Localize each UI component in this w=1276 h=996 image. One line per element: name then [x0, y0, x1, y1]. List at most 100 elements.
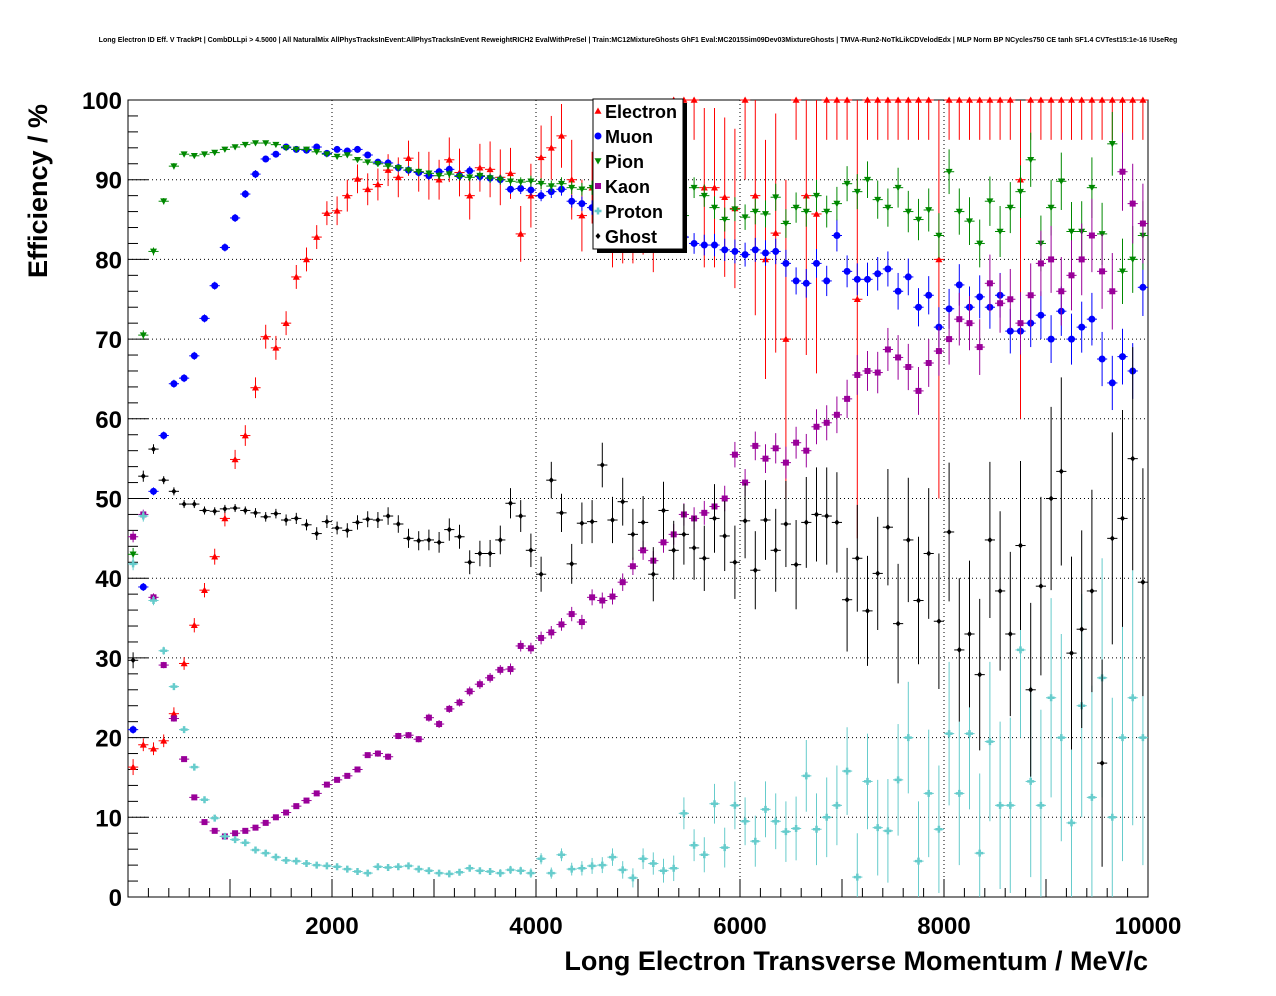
kaon-point — [1137, 183, 1148, 264]
muon-marker — [782, 259, 790, 267]
pion-point — [423, 170, 434, 177]
ghost-point — [852, 504, 863, 612]
muon-point — [791, 267, 802, 295]
muon-point — [974, 275, 985, 319]
ghost-point — [362, 511, 373, 528]
proton-marker — [629, 874, 637, 882]
pion-point — [933, 213, 944, 258]
y-tick-label: 40 — [95, 566, 122, 593]
muon-point — [842, 255, 853, 288]
pion-marker — [435, 172, 443, 180]
pion-point — [179, 151, 190, 158]
kaon-point — [597, 592, 608, 609]
proton-point — [240, 839, 251, 847]
proton-point — [495, 869, 506, 878]
ghost-marker — [253, 509, 258, 516]
muon-marker — [1068, 335, 1075, 343]
pion-marker — [415, 168, 423, 176]
ghost-marker — [905, 536, 911, 543]
proton-marker — [1037, 801, 1045, 809]
pion-marker — [935, 232, 943, 239]
electron-marker — [741, 96, 749, 103]
muon-marker — [894, 287, 902, 295]
ghost-point — [464, 550, 475, 575]
electron-marker — [384, 166, 392, 173]
ghost-point — [811, 467, 822, 562]
x-tick-label: 4000 — [509, 913, 562, 940]
proton-marker — [588, 862, 596, 870]
pion-point — [485, 173, 496, 183]
kaon-marker — [976, 344, 983, 351]
kaon-point — [821, 405, 832, 441]
electron-point — [872, 96, 883, 140]
ghost-marker — [344, 527, 350, 534]
proton-point — [485, 867, 496, 875]
electron-marker — [323, 209, 331, 216]
ghost-point — [434, 531, 445, 553]
muon-marker — [252, 170, 259, 178]
proton-marker — [1088, 793, 1096, 801]
ghost-marker — [1130, 455, 1136, 462]
x-tick-label: 8000 — [917, 913, 970, 940]
kaon-point — [617, 573, 628, 591]
ghost-marker — [487, 550, 493, 557]
legend-ghost-marker — [595, 233, 601, 239]
electron-marker — [466, 192, 474, 199]
proton-point — [556, 848, 567, 862]
x-tick-label: 6000 — [713, 913, 766, 940]
ghost-point — [842, 547, 853, 652]
kaon-point — [301, 797, 312, 804]
proton-marker — [343, 865, 351, 873]
proton-marker — [874, 824, 882, 832]
kaon-point — [1046, 225, 1057, 293]
muon-point — [740, 242, 751, 267]
pion-marker — [170, 163, 178, 170]
kaon-marker — [813, 423, 820, 430]
muon-marker — [1119, 353, 1126, 361]
proton-marker — [792, 824, 800, 832]
ghost-point — [301, 519, 312, 531]
muon-marker — [354, 145, 361, 153]
ghost-marker — [548, 477, 554, 484]
proton-marker — [721, 844, 729, 852]
electron-marker — [343, 192, 351, 199]
pion-marker — [874, 196, 882, 204]
electron-marker — [884, 96, 892, 103]
kaon-marker — [782, 459, 789, 466]
electron-point — [852, 100, 863, 539]
pion-point — [862, 161, 873, 199]
ghost-point — [933, 553, 944, 689]
kaon-marker — [1099, 268, 1106, 275]
pion-point — [219, 146, 230, 153]
ghost-marker — [497, 536, 503, 543]
pion-point — [770, 183, 781, 211]
proton-point — [587, 857, 598, 874]
pion-point — [750, 198, 761, 225]
kaon-point — [811, 409, 822, 445]
pion-point — [189, 152, 200, 160]
proton-point — [770, 793, 781, 850]
proton-point — [852, 833, 863, 897]
muon-point — [179, 374, 190, 383]
proton-point — [250, 846, 261, 854]
ghost-marker — [834, 519, 840, 526]
proton-point — [780, 801, 791, 862]
kaon-point — [515, 640, 526, 652]
electron-marker — [445, 156, 453, 163]
ghost-point — [270, 508, 281, 519]
muon-point — [760, 240, 771, 266]
pion-point — [168, 162, 179, 170]
muon-point — [128, 725, 139, 734]
kaon-marker — [884, 346, 891, 353]
kaon-marker — [701, 509, 708, 516]
proton-point — [454, 868, 465, 876]
muon-point — [219, 243, 230, 252]
ghost-point — [291, 512, 302, 525]
ghost-marker — [630, 531, 636, 538]
pion-point — [332, 153, 343, 161]
kaon-marker — [323, 781, 330, 788]
ghost-marker — [752, 567, 758, 574]
pion-marker — [241, 141, 249, 149]
electron-point — [995, 96, 1006, 140]
muon-point — [780, 249, 791, 277]
